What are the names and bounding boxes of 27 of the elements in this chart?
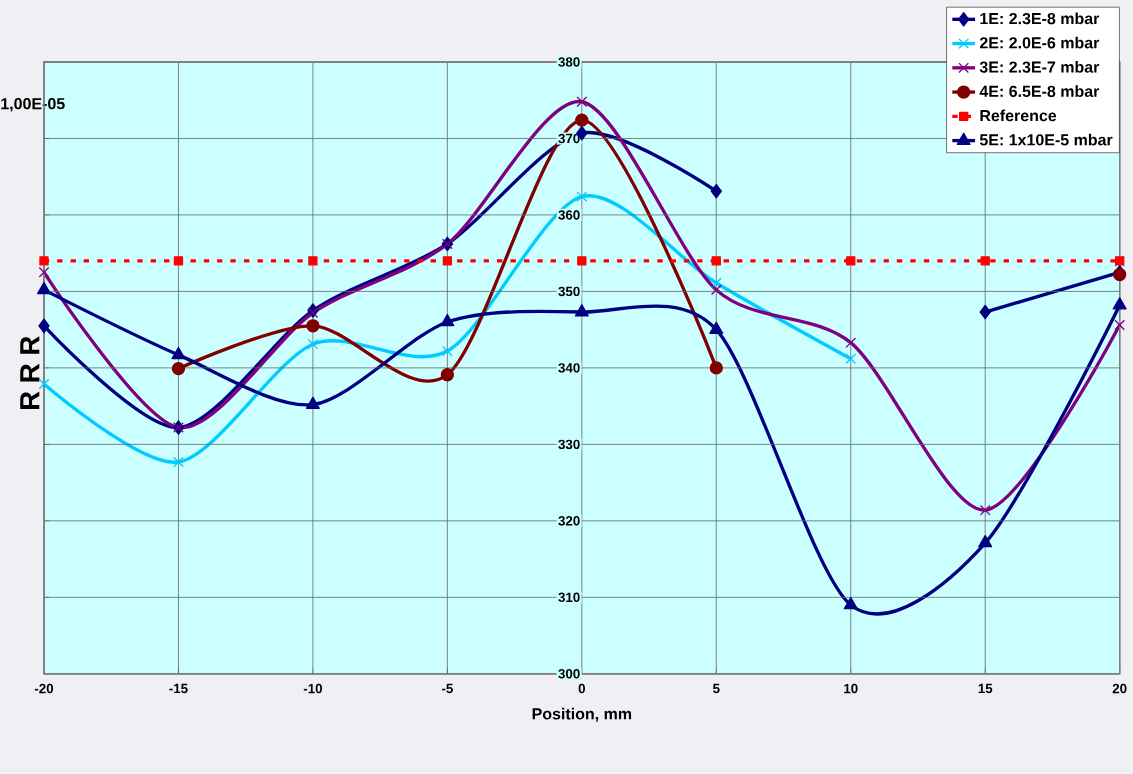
- x-axis-title: Position, mm: [532, 707, 632, 722]
- legend-label: Reference: [980, 109, 1057, 122]
- x-tick-label: -20: [34, 683, 54, 694]
- y-tick-label: 310: [558, 592, 580, 603]
- y-tick-label: 340: [558, 363, 580, 373]
- legend-label: 1E: 2.3E-8 mbar: [980, 12, 1100, 25]
- legend-label: 5E: 1x10E-5 mbar: [979, 133, 1113, 146]
- y-tick-label: 360: [558, 210, 580, 220]
- y-tick-label: 330: [558, 439, 580, 450]
- y-tick-label: 320: [558, 516, 580, 526]
- y-axis-title: R R R: [20, 336, 40, 410]
- x-tick-label: 15: [978, 683, 993, 694]
- annotation: 1,00E-05: [1, 98, 65, 112]
- y-tick-label: 380: [558, 57, 580, 67]
- x-tick-label: -15: [169, 683, 188, 694]
- x-tick-label: 0: [578, 683, 586, 694]
- y-tick-label: 300: [558, 669, 580, 679]
- x-tick-label: 10: [844, 683, 858, 694]
- legend-label: 3E: 2.3E-7 mbar: [979, 61, 1100, 73]
- y-tick-label: 370: [558, 133, 580, 144]
- x-tick-label: 5: [713, 683, 720, 694]
- legend-label: 4E: 6.5E-8 mbar: [979, 85, 1100, 98]
- legend-label: 2E: 2.0E-6 mbar: [979, 36, 1100, 49]
- y-tick-label: 350: [558, 286, 580, 297]
- x-tick-label: -5: [441, 683, 453, 694]
- x-tick-label: -10: [303, 683, 323, 694]
- x-tick-label: 20: [1112, 683, 1127, 694]
